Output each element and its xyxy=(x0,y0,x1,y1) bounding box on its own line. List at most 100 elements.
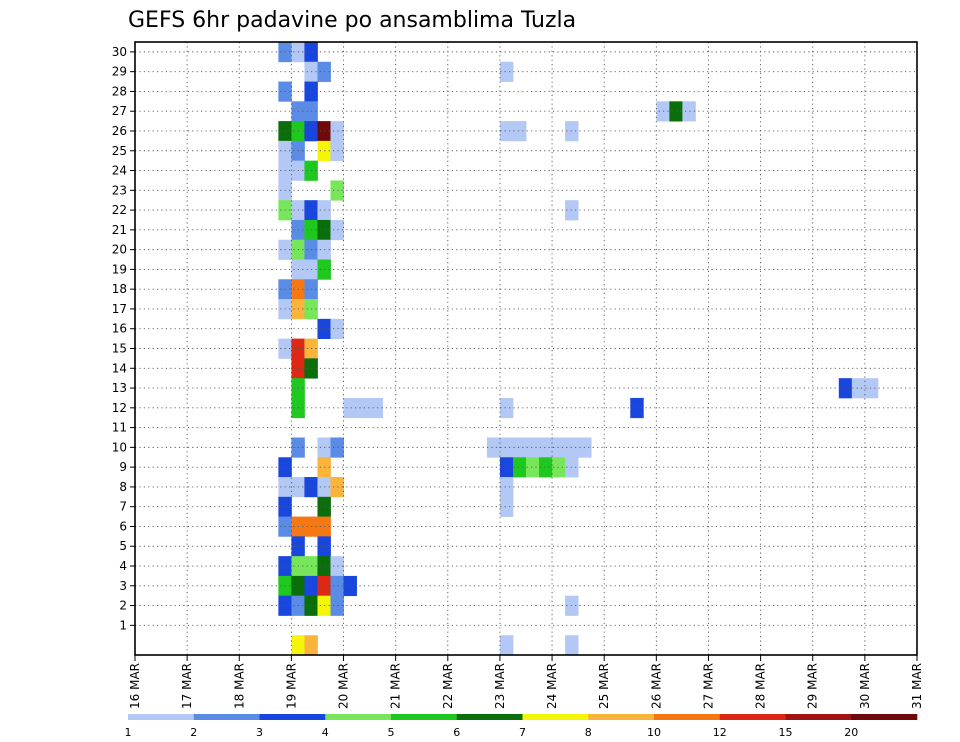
colorbar-swatch xyxy=(719,714,786,720)
y-tick-label: 23 xyxy=(112,183,127,197)
heatmap-cell xyxy=(317,259,331,280)
colorbar-swatch xyxy=(522,714,589,720)
heatmap-cell xyxy=(317,437,331,458)
colorbar-tick-label: 6 xyxy=(453,726,460,739)
heatmap-cell xyxy=(317,575,331,597)
heatmap-cell xyxy=(499,437,514,458)
x-tick-label: 20 MAR xyxy=(337,663,351,709)
heatmap-cell xyxy=(864,378,879,399)
colorbar-tick-label: 20 xyxy=(844,726,858,739)
y-tick-label: 21 xyxy=(112,223,127,237)
y-tick-label: 22 xyxy=(112,203,127,217)
y-tick-label: 15 xyxy=(112,342,127,356)
heatmap-cell xyxy=(369,397,384,419)
heatmap-cell xyxy=(330,318,344,340)
heatmap-cell xyxy=(499,121,514,142)
heatmap-cell xyxy=(499,635,514,656)
heatmap-cell xyxy=(512,121,527,142)
heatmap-cell xyxy=(499,496,514,517)
heatmap-cell xyxy=(291,635,305,656)
heatmap-cell xyxy=(486,437,501,458)
heatmap-cell xyxy=(317,121,331,142)
y-tick-label: 14 xyxy=(112,361,127,375)
y-tick-label: 3 xyxy=(119,579,127,593)
heatmap-cell xyxy=(682,101,696,122)
y-tick-label: 19 xyxy=(112,262,127,276)
heatmap-cell xyxy=(317,200,331,221)
colorbar-legend: 1 2 3 4 5 6 7 8 10 12 15 20 xyxy=(125,714,918,739)
y-tick-label: 25 xyxy=(112,144,127,158)
x-tick-label: 18 MAR xyxy=(232,663,246,709)
heatmap-cell xyxy=(343,397,357,419)
chart-title: GEFS 6hr padavine po ansamblima Tuzla xyxy=(128,8,576,33)
y-tick-label: 30 xyxy=(112,45,127,59)
heatmap-cell xyxy=(552,437,566,458)
heatmap-cell xyxy=(330,219,344,241)
x-tick-label: 26 MAR xyxy=(649,663,663,709)
heatmap-cell xyxy=(330,140,344,162)
y-tick-label: 17 xyxy=(112,302,127,316)
heatmap-cell xyxy=(317,536,331,557)
y-tick-label: 7 xyxy=(119,500,127,514)
y-tick-label: 12 xyxy=(112,401,127,415)
y-tick-label: 5 xyxy=(119,539,127,553)
heatmap-cell xyxy=(330,437,344,458)
x-tick-label: 16 MAR xyxy=(128,663,142,709)
colorbar-swatch xyxy=(588,714,655,720)
heatmap-cell xyxy=(851,378,866,399)
y-tick-label: 10 xyxy=(112,440,127,454)
colorbar-tick-label: 8 xyxy=(585,726,592,739)
date-axis: 16 MAR 17 MAR 18 MAR 19 MAR 20 MAR 21 MAR 22 M… xyxy=(128,655,924,709)
x-tick-label: 22 MAR xyxy=(441,663,455,709)
heatmap-cell xyxy=(565,200,579,221)
colorbar-tick-label: 15 xyxy=(779,726,793,739)
heatmap-cell xyxy=(330,121,344,142)
colorbar-swatch xyxy=(193,714,260,720)
heatmap-cell xyxy=(317,516,331,537)
colorbar-swatch xyxy=(325,714,392,720)
heatmap-cell xyxy=(499,61,514,82)
y-tick-label: 29 xyxy=(112,65,127,79)
heatmap-cell xyxy=(539,457,553,478)
y-tick-label: 28 xyxy=(112,84,127,98)
y-tick-label: 11 xyxy=(112,421,127,435)
heatmap-cell xyxy=(526,437,540,458)
heatmap-cell xyxy=(317,477,331,498)
y-tick-label: 1 xyxy=(119,618,127,632)
grid-lines xyxy=(135,42,917,655)
colorbar-tick-label: 3 xyxy=(256,726,263,739)
colorbar-swatch xyxy=(851,714,918,720)
heatmap-cell xyxy=(565,635,579,656)
x-tick-label: 23 MAR xyxy=(493,663,507,709)
y-tick-label: 8 xyxy=(119,480,127,494)
x-tick-label: 21 MAR xyxy=(389,663,403,709)
y-tick-label: 16 xyxy=(112,322,127,336)
heatmap-cell xyxy=(565,121,579,142)
heatmap-cell xyxy=(343,575,357,597)
colorbar-swatch xyxy=(391,714,458,720)
x-tick-label: 27 MAR xyxy=(702,663,716,709)
heatmap-cell xyxy=(317,61,331,82)
heatmap-cell xyxy=(317,496,331,517)
x-tick-label: 28 MAR xyxy=(754,663,768,709)
colorbar-tick-label: 10 xyxy=(647,726,661,739)
heatmap-cell xyxy=(669,101,683,122)
heatmap-cell xyxy=(317,140,331,162)
heatmap-cell xyxy=(356,397,370,419)
heatmap-cell xyxy=(838,378,853,399)
heatmap-cell xyxy=(499,457,514,478)
colorbar-swatch xyxy=(259,714,326,720)
y-tick-label: 6 xyxy=(119,519,127,533)
heatmap-cell xyxy=(317,318,331,340)
x-tick-label: 17 MAR xyxy=(180,663,194,709)
heatmap-cell xyxy=(526,457,540,478)
colorbar-swatch xyxy=(456,714,523,720)
heatmap-cell xyxy=(330,575,344,597)
heatmap-cell xyxy=(330,556,344,577)
heatmap-cell xyxy=(499,397,514,419)
heatmap-cell xyxy=(317,457,331,478)
heatmap-cell xyxy=(304,635,318,656)
colorbar-swatch xyxy=(128,714,195,720)
heatmap-cell xyxy=(565,595,579,616)
